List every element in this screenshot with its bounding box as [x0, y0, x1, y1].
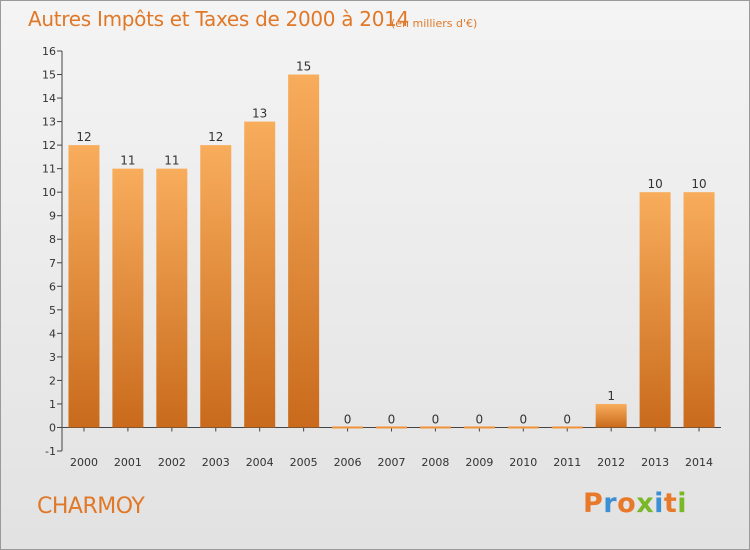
- y-tick-label: 3: [49, 351, 56, 364]
- data-label: 0: [344, 412, 352, 426]
- bar: [200, 145, 232, 428]
- x-tick-label: 2012: [597, 456, 625, 469]
- y-tick-label: 1: [49, 398, 56, 411]
- bar: [68, 145, 100, 428]
- x-tick-label: 2005: [290, 456, 318, 469]
- data-label: 0: [519, 412, 527, 426]
- data-label: 11: [164, 154, 179, 168]
- x-tick-label: 2001: [114, 456, 142, 469]
- bar: [332, 426, 364, 429]
- y-tick-label: 9: [49, 210, 56, 223]
- data-label: 0: [563, 412, 571, 426]
- y-tick-label: 7: [49, 257, 56, 270]
- unit-note: (en milliers d'€): [391, 17, 478, 30]
- x-tick-label: 2013: [641, 456, 669, 469]
- data-label: 0: [432, 412, 440, 426]
- bar: [551, 426, 583, 429]
- x-tick-label: 2008: [421, 456, 449, 469]
- y-tick-label: -1: [45, 445, 56, 458]
- data-label: 11: [120, 154, 135, 168]
- bar: [419, 426, 451, 429]
- data-label: 12: [208, 130, 223, 144]
- x-tick-label: 2011: [553, 456, 581, 469]
- bar: [112, 168, 144, 428]
- x-tick-label: 2010: [509, 456, 537, 469]
- bar: [244, 121, 276, 428]
- bar: [376, 426, 407, 429]
- bar: [683, 192, 715, 428]
- y-tick-label: 10: [42, 186, 56, 199]
- logo-letter: t: [663, 488, 678, 519]
- data-label: 13: [252, 107, 267, 121]
- x-tick-label: 2002: [158, 456, 186, 469]
- bar: [156, 168, 188, 428]
- x-tick-label: 2000: [70, 456, 98, 469]
- logo-letter: i: [654, 488, 664, 519]
- data-labels: 12 11 11 12 13 15 0 0 0 0 0 0 1 10 10: [76, 60, 706, 427]
- y-tick-label: 16: [42, 45, 56, 58]
- y-tick-label: 0: [49, 421, 56, 434]
- y-tick-label: 12: [42, 139, 56, 152]
- data-label: 1: [607, 389, 615, 403]
- data-label: 0: [476, 412, 484, 426]
- data-label: 15: [296, 60, 311, 74]
- data-label: 12: [76, 130, 91, 144]
- data-label: 10: [691, 177, 706, 191]
- commune-name: CHARMOY: [37, 494, 145, 519]
- bar: [507, 426, 539, 429]
- bar: [595, 403, 627, 428]
- chart-title: Autres Impôts et Taxes de 2000 à 2014: [28, 7, 409, 31]
- data-label: 0: [388, 412, 396, 426]
- data-label: 10: [647, 177, 662, 191]
- x-tick-label: 2014: [685, 456, 713, 469]
- y-tick-label: 6: [49, 280, 56, 293]
- y-tick-label: 14: [42, 92, 56, 105]
- y-tick-label: 15: [42, 69, 56, 82]
- x-tick-label: 2004: [246, 456, 274, 469]
- bars: [68, 74, 715, 429]
- logo-letter: i: [677, 488, 688, 519]
- proxiti-logo: Proxiti: [583, 488, 687, 519]
- y-tick-label: 13: [42, 116, 56, 129]
- x-tick-label: 2006: [334, 456, 362, 469]
- y-tick-label: 11: [42, 163, 56, 176]
- bar: [639, 192, 671, 428]
- logo-letter: P: [583, 488, 604, 519]
- y-tick-label: 5: [49, 304, 56, 317]
- logo-letter: r: [603, 488, 618, 519]
- y-tick-label: 4: [49, 327, 56, 340]
- logo-letter: o: [617, 488, 637, 519]
- x-tick-label: 2009: [465, 456, 493, 469]
- y-tick-label: 2: [49, 374, 56, 387]
- logo-letter: x: [636, 488, 655, 519]
- bar: [288, 74, 320, 428]
- x-tick-label: 2003: [202, 456, 230, 469]
- bar: [463, 426, 495, 429]
- y-tick-label: 8: [49, 233, 56, 246]
- x-tick-label: 2007: [378, 456, 406, 469]
